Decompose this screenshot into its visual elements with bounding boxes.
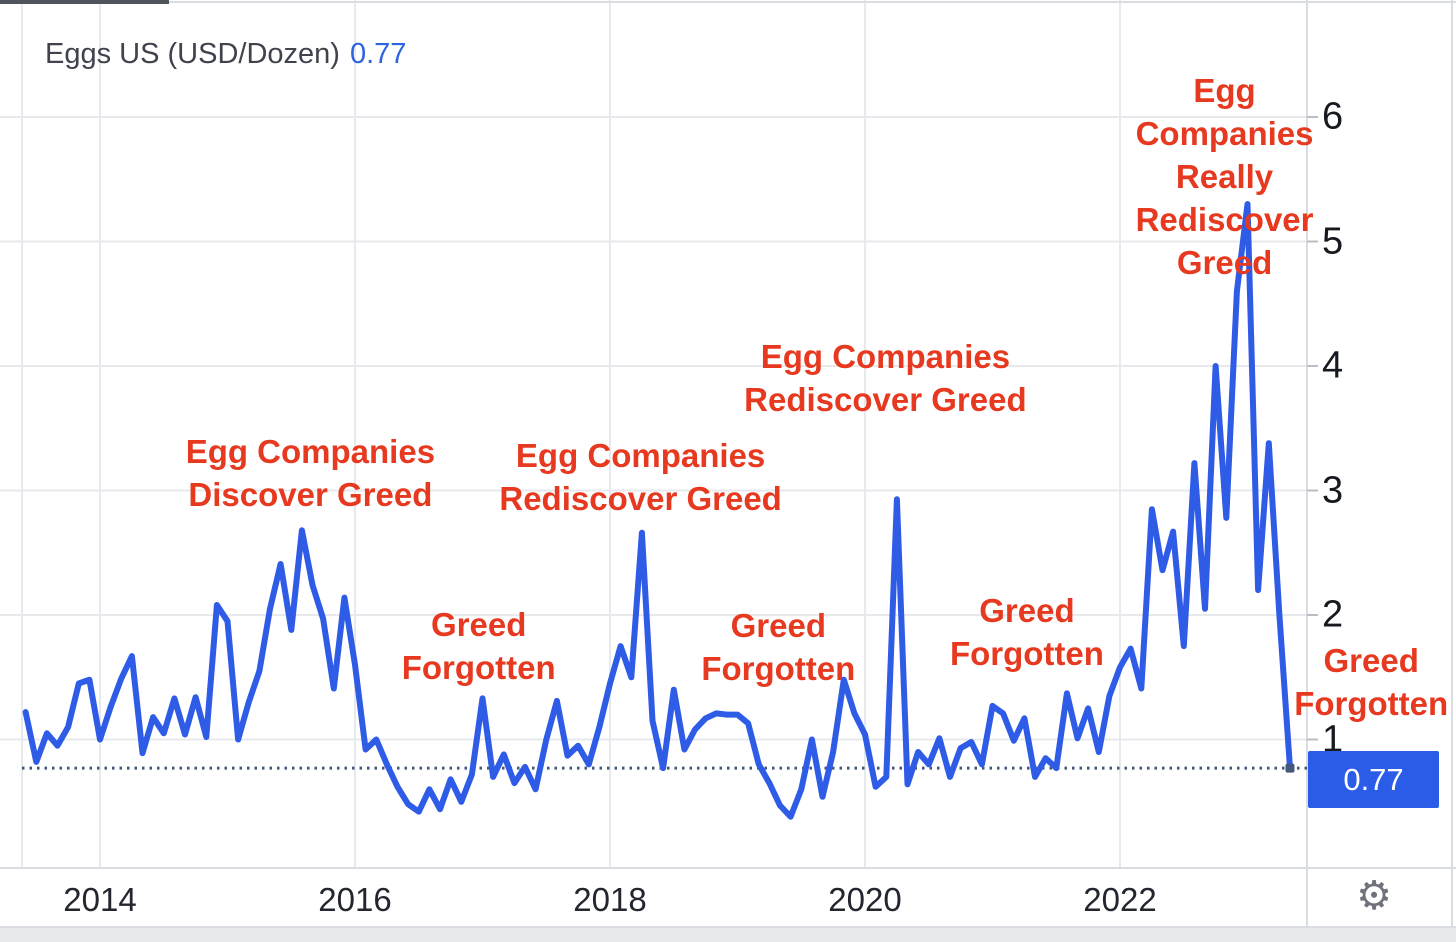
x-axis-label-2014: 2014: [63, 881, 137, 918]
annotation-7-greed-forgotten: Greed Forgotten: [1294, 642, 1449, 723]
y-axis-label-4: 4: [1322, 344, 1344, 387]
y-axis-label-3: 3: [1322, 469, 1344, 511]
egg-price-series-line: [22, 201, 1293, 820]
x-axis-label-2022: 2022: [1083, 881, 1157, 918]
last-price-marker-dot: [1285, 763, 1295, 773]
bottom-footer-strip: [0, 928, 1456, 942]
annotation-4-egg-companies-rediscover-greed: Egg Companies Rediscover Greed: [744, 338, 1027, 419]
y-axis-label-2: 2: [1322, 593, 1344, 636]
symbol-last-value: 0.77: [349, 38, 407, 70]
last-price-value: 0.77: [1343, 761, 1404, 797]
annotation-0-egg-companies-discover-greed: Egg Companies Discover Greed: [185, 433, 436, 514]
symbol-title: Eggs US (USD/Dozen): [45, 38, 340, 70]
x-axis-label-2018: 2018: [573, 881, 647, 918]
x-axis-label-2020: 2020: [828, 881, 902, 918]
x-axis-label-2016: 2016: [318, 881, 392, 918]
settings-gear-icon[interactable]: ⚙: [1356, 874, 1392, 918]
top-left-dark-bar: [0, 0, 169, 4]
annotation-3-greed-forgotten: Greed Forgotten: [701, 607, 856, 688]
chart-legend[interactable]: Eggs US (USD/Dozen) 0.77: [45, 38, 406, 71]
annotation-5-greed-forgotten: Greed Forgotten: [949, 592, 1104, 673]
y-axis-label-5: 5: [1322, 220, 1344, 262]
annotation-1-greed-forgotten: Greed Forgotten: [401, 606, 556, 687]
annotation-2-egg-companies-rediscover-greed: Egg Companies Rediscover Greed: [499, 436, 782, 517]
last-price-label: 0.77: [1308, 751, 1439, 808]
y-axis-label-6: 6: [1322, 95, 1344, 138]
y-axis-label-1: 1: [1322, 718, 1344, 760]
annotation-6-egg-companies-really-rediscover-greed: Egg Companies Really Rediscover Greed: [1135, 71, 1314, 281]
